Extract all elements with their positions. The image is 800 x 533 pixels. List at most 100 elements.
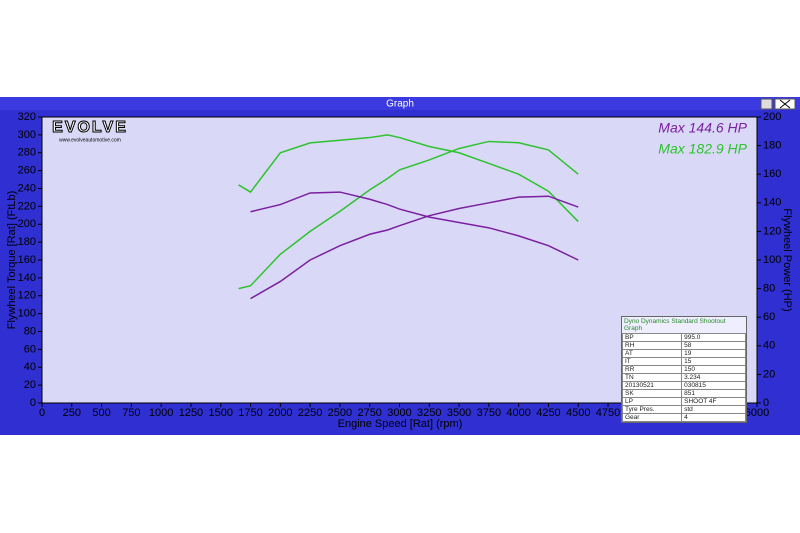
x-tick-label: 3500	[447, 407, 471, 419]
annotation: Max 144.6 HP	[658, 120, 747, 136]
x-tick-label: 3000	[387, 407, 411, 419]
y2-tick-label: 180	[763, 140, 781, 152]
close-icon	[779, 99, 791, 109]
y-tick-label: 260	[18, 165, 36, 177]
info-row: TN 3.234	[621, 373, 746, 382]
x-tick-label: 4500	[566, 407, 590, 419]
y-tick-label: 220	[18, 200, 36, 212]
restore-button[interactable]	[760, 98, 773, 110]
info-cell: Gear	[621, 413, 683, 422]
info-cell: TN	[621, 373, 683, 382]
x-tick-label: 1250	[179, 407, 203, 419]
info-table: Dyno Dynamics Standard Shootout Graph BP…	[621, 316, 747, 423]
x-tick-label: 750	[122, 407, 140, 419]
y-tick-label: 100	[18, 308, 36, 320]
logo-url: www.evolveautomotive.com	[59, 137, 121, 143]
annotation: Max 182.9 HP	[658, 141, 747, 157]
x-tick-label: 1750	[238, 407, 262, 419]
info-row: 20130521 030815	[621, 381, 746, 390]
info-cell: RH	[621, 341, 683, 350]
x-tick-label: 1000	[149, 407, 173, 419]
info-cell: 030815	[681, 381, 746, 390]
y-tick-label: 160	[18, 254, 36, 266]
x-tick-label: 3750	[477, 407, 501, 419]
y-tick-label: 300	[18, 129, 36, 141]
info-rows: BP 995.0 RH 58 AT 19 IT 15 RR 150 TN 3.234 20130521 0…	[621, 333, 746, 422]
y-tick-label: 20	[24, 379, 36, 391]
info-cell: 20130521	[621, 381, 683, 390]
x-tick-label: 4000	[506, 407, 530, 419]
y2-tick-label: 160	[763, 168, 781, 180]
y-tick-label: 240	[18, 182, 36, 194]
info-cell: 19	[681, 349, 746, 358]
y-tick-label: 0	[30, 397, 36, 409]
x-tick-label: 6000	[745, 407, 769, 419]
y-tick-label: 280	[18, 147, 36, 159]
y2-tick-label: 140	[763, 197, 781, 209]
x-tick-label: 0	[39, 407, 45, 419]
info-cell: LP	[621, 397, 683, 406]
info-cell: SHOOT 4F	[681, 397, 746, 406]
y2-tick-label: 80	[763, 283, 775, 295]
info-cell: 150	[681, 365, 746, 374]
series-line	[250, 195, 579, 300]
x-tick-label: 250	[63, 407, 81, 419]
x-tick-label: 2500	[328, 407, 352, 419]
title-bar	[0, 97, 800, 110]
info-row: IT 15	[621, 357, 746, 366]
y-tick-label: 200	[18, 218, 36, 230]
logo: EVOLVE	[52, 119, 128, 136]
info-cell: BP	[621, 333, 683, 342]
info-row: AT 19	[621, 349, 746, 358]
y-tick-label: 120	[18, 290, 36, 302]
x-tick-label: 500	[92, 407, 110, 419]
info-cell: AT	[621, 349, 683, 358]
info-title: Dyno Dynamics Standard Shootout Graph	[622, 317, 746, 333]
info-cell: 995.0	[681, 333, 746, 342]
series-line	[238, 134, 579, 223]
y2-tick-label: 120	[763, 225, 781, 237]
info-cell: 58	[681, 341, 746, 350]
window-title: Graph	[386, 99, 414, 110]
info-cell: 851	[681, 389, 746, 398]
y-tick-label: 40	[24, 361, 36, 373]
info-cell: 15	[681, 357, 746, 366]
info-row: Tyre Pres. std	[621, 405, 746, 414]
series-line	[238, 140, 579, 290]
y-tick-label: 140	[18, 272, 36, 284]
info-row: RR 150	[621, 365, 746, 374]
info-row: SK 851	[621, 389, 746, 398]
x-tick-label: 4750	[596, 407, 620, 419]
y-tick-label: 180	[18, 236, 36, 248]
y2-tick-label: 60	[763, 311, 775, 323]
x-tick-label: 2750	[357, 407, 381, 419]
info-cell: 3.234	[681, 373, 746, 382]
info-cell: IT	[621, 357, 683, 366]
y2-tick-label: 20	[763, 368, 775, 380]
info-cell: Tyre Pres.	[621, 405, 683, 414]
y2-tick-label: 40	[763, 340, 775, 352]
x-tick-label: 2000	[268, 407, 292, 419]
y2-tick-label: 0	[763, 397, 769, 409]
y-tick-label: 80	[24, 325, 36, 337]
info-cell: 4	[681, 413, 746, 422]
info-row: RH 58	[621, 341, 746, 350]
y2-tick-label: 200	[763, 111, 781, 123]
y2-tick-label: 100	[763, 254, 781, 266]
series-line	[250, 191, 579, 261]
x-axis-title: Engine Speed [Rat] (rpm)	[338, 418, 463, 430]
y-tick-label: 60	[24, 343, 36, 355]
info-cell: std	[681, 405, 746, 414]
info-row: BP 995.0	[621, 333, 746, 342]
y-tick-label: 320	[18, 111, 36, 123]
info-cell: RR	[621, 365, 683, 374]
info-cell: SK	[621, 389, 683, 398]
info-row: Gear 4	[621, 413, 746, 422]
x-tick-label: 3250	[417, 407, 441, 419]
info-row: LP SHOOT 4F	[621, 397, 746, 406]
y-axis-title: Flywheel Torque [Rat] (FtLb)	[6, 191, 18, 330]
y2-axis-title: Flywheel Power (HP)	[781, 208, 793, 311]
x-tick-label: 2250	[298, 407, 322, 419]
